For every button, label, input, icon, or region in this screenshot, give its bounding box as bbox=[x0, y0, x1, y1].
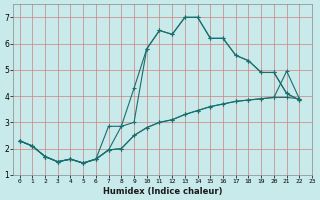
X-axis label: Humidex (Indice chaleur): Humidex (Indice chaleur) bbox=[103, 187, 222, 196]
